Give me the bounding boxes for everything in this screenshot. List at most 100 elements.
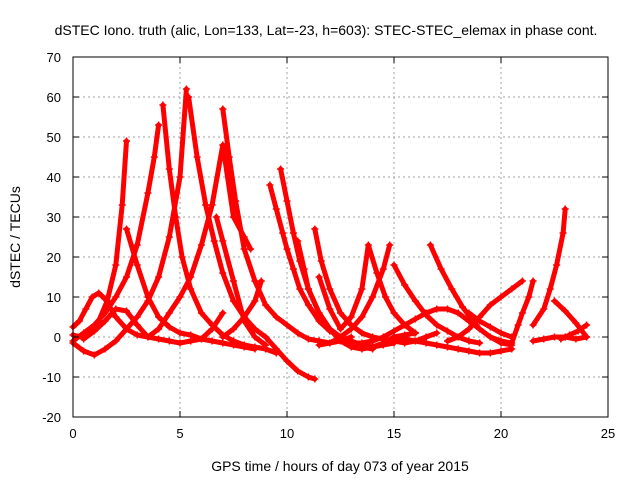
data-point: [165, 337, 173, 345]
data-point: [133, 313, 141, 321]
data-point: [411, 297, 419, 305]
data-point: [155, 325, 163, 333]
data-point: [326, 325, 334, 333]
data-point: [212, 213, 220, 221]
series-trace: [316, 242, 393, 348]
series-20: [337, 305, 484, 347]
data-point: [337, 337, 344, 345]
data-point: [379, 333, 387, 341]
data-point: [219, 333, 227, 341]
data-point: [187, 331, 195, 339]
data-point: [133, 321, 141, 329]
data-point: [476, 325, 484, 333]
data-point: [283, 357, 291, 365]
data-point: [529, 337, 537, 345]
data-point: [317, 257, 325, 265]
data-point: [101, 295, 109, 303]
data-point: [540, 335, 548, 343]
data-point: [315, 273, 323, 281]
data-point: [230, 213, 237, 221]
data-point: [401, 321, 409, 329]
data-point: [337, 309, 344, 317]
series-14: [294, 237, 419, 353]
series-21: [390, 333, 516, 357]
data-point: [546, 285, 554, 293]
data-point: [525, 293, 533, 301]
data-point: [401, 335, 409, 343]
data-point: [422, 339, 430, 347]
data-point: [454, 345, 462, 353]
data-point: [347, 339, 355, 347]
data-point: [294, 367, 302, 375]
data-point: [364, 241, 372, 249]
data-point: [283, 197, 291, 205]
data-point: [326, 285, 334, 293]
data-point: [185, 93, 193, 101]
data-point: [123, 137, 130, 145]
data-point: [347, 325, 355, 333]
data-point: [123, 307, 130, 315]
series-trace: [530, 206, 568, 328]
data-point: [315, 309, 323, 317]
series-7: [69, 289, 227, 347]
series-5: [69, 85, 190, 359]
data-point: [304, 335, 312, 343]
data-point: [155, 273, 163, 281]
y-tick-label: 70: [47, 50, 61, 65]
data-point: [486, 333, 494, 341]
data-point: [133, 261, 141, 269]
data-point: [80, 347, 88, 355]
data-point: [112, 261, 120, 269]
data-point: [572, 335, 580, 343]
x-tick-label: 15: [387, 426, 401, 441]
data-point: [379, 265, 387, 273]
data-point: [159, 101, 167, 109]
data-point: [165, 165, 173, 173]
data-point: [458, 303, 466, 311]
x-tick-label: 5: [176, 426, 183, 441]
series-17: [315, 241, 394, 349]
data-point: [518, 309, 526, 317]
series-3: [69, 121, 163, 345]
data-point: [176, 339, 184, 347]
data-point: [294, 237, 302, 245]
y-tick-label: 10: [47, 290, 61, 305]
data-point: [187, 337, 195, 345]
data-point: [465, 347, 473, 355]
data-point: [123, 325, 130, 333]
data-point: [465, 309, 473, 317]
y-tick-label: 40: [47, 170, 61, 185]
data-point: [266, 181, 274, 189]
data-point: [433, 329, 441, 337]
data-point: [112, 313, 120, 321]
data-point: [95, 289, 103, 297]
y-tick-label: 50: [47, 130, 61, 145]
data-point: [197, 309, 205, 317]
data-point: [358, 329, 366, 337]
data-point: [574, 327, 582, 335]
data-point: [272, 345, 280, 353]
data-point: [465, 337, 473, 345]
data-point: [262, 341, 270, 349]
data-point: [529, 277, 537, 285]
data-point: [551, 297, 558, 305]
data-point: [219, 141, 227, 149]
data-point: [208, 325, 216, 333]
data-point: [240, 233, 248, 241]
data-point: [401, 281, 409, 289]
data-point: [176, 329, 184, 337]
data-point: [251, 325, 259, 333]
data-point: [426, 241, 434, 249]
data-point: [182, 85, 190, 93]
data-point: [497, 337, 505, 345]
data-point: [101, 345, 109, 353]
series-9: [80, 141, 255, 343]
data-point: [508, 285, 516, 293]
data-point: [304, 301, 312, 309]
series-trace: [552, 298, 590, 340]
data-point: [369, 343, 377, 351]
data-point: [75, 317, 83, 325]
series-28: [557, 321, 591, 343]
series-23: [486, 277, 537, 347]
